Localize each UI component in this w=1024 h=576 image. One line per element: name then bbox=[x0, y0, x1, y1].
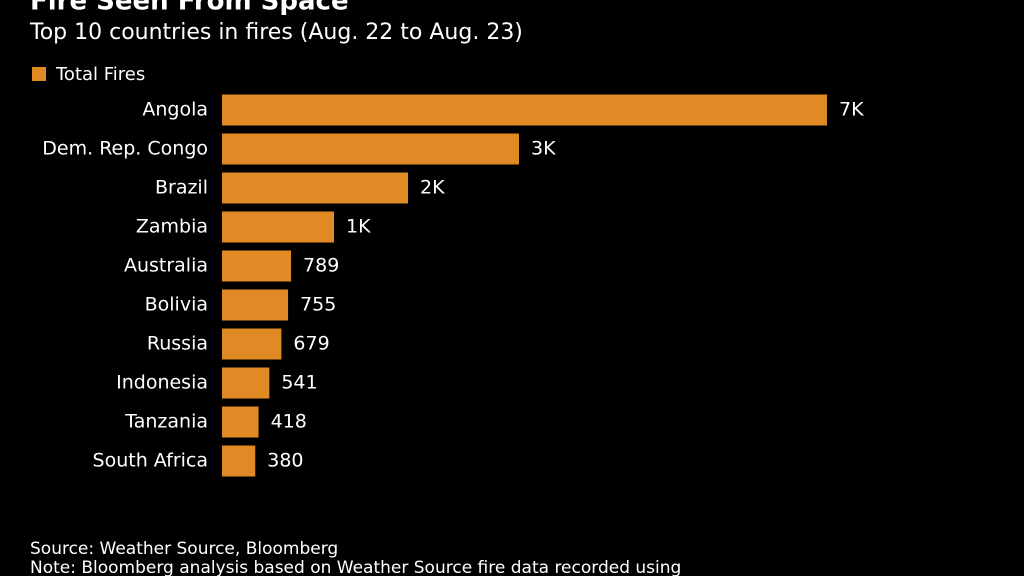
y-tick-label: Angola bbox=[142, 99, 208, 121]
y-tick-label: Tanzania bbox=[124, 411, 208, 433]
data-label: 679 bbox=[293, 333, 329, 355]
y-tick-label: Dem. Rep. Congo bbox=[42, 138, 208, 160]
chart-subtitle: Top 10 countries in fires (Aug. 22 to Au… bbox=[29, 20, 523, 45]
data-label: 2K bbox=[420, 177, 445, 199]
bar bbox=[222, 367, 270, 399]
bar bbox=[222, 172, 409, 204]
bar bbox=[222, 328, 282, 360]
bar bbox=[222, 289, 289, 321]
chart-title: Fire Seen From Space bbox=[30, 0, 349, 17]
note: Note: Bloomberg analysis based on Weathe… bbox=[30, 558, 681, 576]
data-label: 755 bbox=[300, 294, 336, 316]
legend-label: Total Fires bbox=[55, 64, 145, 85]
data-label: 1K bbox=[346, 216, 371, 238]
data-label: 3K bbox=[531, 138, 556, 160]
y-tick-label: Australia bbox=[124, 255, 208, 277]
y-tick-label: Russia bbox=[147, 333, 208, 355]
bar bbox=[222, 133, 519, 165]
bar bbox=[222, 250, 292, 282]
legend-swatch bbox=[32, 67, 46, 81]
y-tick-label: Indonesia bbox=[116, 372, 208, 394]
data-label: 789 bbox=[303, 255, 339, 277]
bar bbox=[222, 94, 827, 126]
data-label: 7K bbox=[839, 99, 864, 121]
bar bbox=[222, 445, 256, 477]
y-tick-label: Zambia bbox=[136, 216, 208, 238]
y-tick-label: Bolivia bbox=[145, 294, 208, 316]
y-tick-label: Brazil bbox=[155, 177, 208, 199]
bar bbox=[222, 211, 335, 243]
source: Source: Weather Source, Bloomberg bbox=[30, 539, 338, 559]
y-tick-label: South Africa bbox=[93, 450, 208, 472]
data-label: 418 bbox=[271, 411, 307, 433]
data-label: 541 bbox=[281, 372, 317, 394]
bar bbox=[222, 406, 259, 438]
data-label: 380 bbox=[267, 450, 303, 472]
